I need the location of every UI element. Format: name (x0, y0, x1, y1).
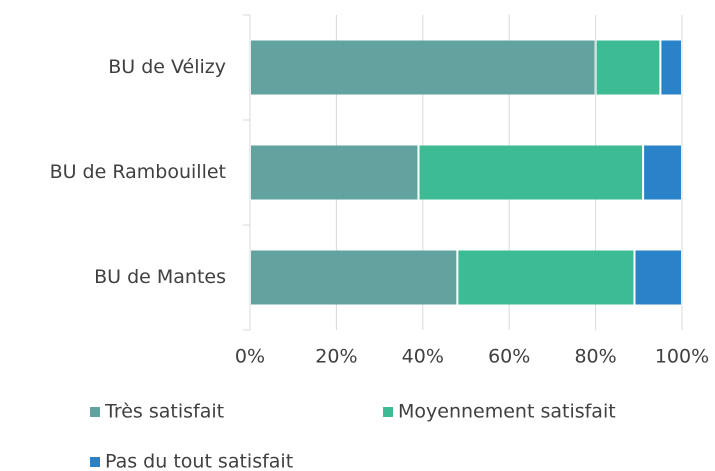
bar-segment (251, 250, 457, 305)
bar-segment (458, 250, 634, 305)
bar-segment (419, 145, 643, 200)
x-tick-label: 0% (235, 346, 265, 368)
bar-segment (661, 40, 681, 95)
legend-label: Très satisfait (104, 401, 224, 423)
bar-segment (635, 250, 681, 305)
x-tick-label: 40% (402, 346, 444, 368)
y-tick-label: BU de Rambouillet (50, 161, 226, 183)
bar-segment (251, 40, 595, 95)
legend-label: Moyennement satisfait (398, 401, 616, 423)
bar-segment (644, 145, 681, 200)
y-tick-label: BU de Vélizy (108, 56, 226, 78)
x-tick-label: 100% (655, 346, 709, 368)
legend-label: Pas du tout satisfait (105, 451, 293, 471)
x-tick-label: 80% (574, 346, 616, 368)
bar-segment (596, 40, 660, 95)
legend-swatch (90, 407, 100, 417)
legend-swatch (383, 407, 393, 417)
x-tick-label: 20% (315, 346, 357, 368)
y-tick-label: BU de Mantes (94, 266, 226, 288)
x-tick-label: 60% (488, 346, 530, 368)
legend-swatch (90, 457, 100, 467)
bar-segment (251, 145, 418, 200)
